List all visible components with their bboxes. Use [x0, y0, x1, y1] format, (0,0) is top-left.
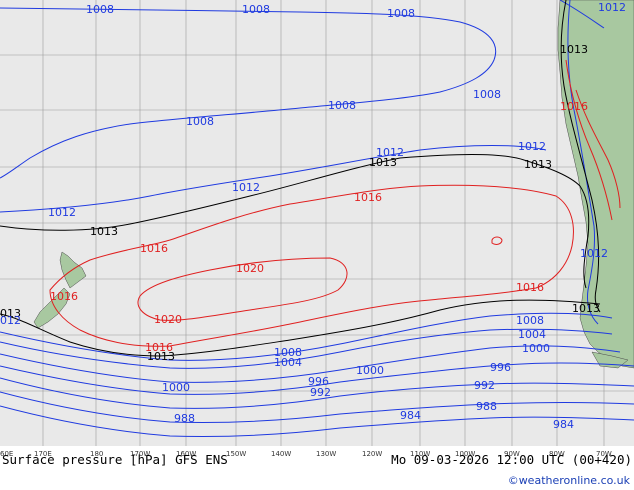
longitude-label: 100W — [455, 450, 475, 458]
isobar-1016-coast — [565, 59, 613, 221]
longitude-label: 170E — [34, 450, 52, 458]
longitude-label: 70W — [596, 450, 612, 458]
isobar-label: 996 — [490, 361, 511, 374]
isobar-label: 984 — [400, 409, 421, 422]
isobar-label: 1012 — [376, 146, 404, 159]
longitude-label: 150W — [226, 450, 246, 458]
graticule — [0, 0, 634, 446]
longitude-label: 80W — [549, 450, 565, 458]
isobar-label: 1013 — [369, 156, 397, 169]
isobar-label: 1016 — [354, 191, 382, 204]
isobar-label: 992 — [474, 379, 495, 392]
new-zealand-north-island — [59, 251, 87, 289]
isobar-label: 996 — [308, 375, 329, 388]
isobar-label: 1008 — [328, 99, 356, 112]
isobar-label: 1004 — [274, 356, 302, 369]
longitude-label: 120W — [362, 450, 382, 458]
isobar-label: 1008 — [186, 115, 214, 128]
isobar-1008-north — [0, 7, 497, 179]
isobar-label: 988 — [476, 400, 497, 413]
isobar-label: 1020 — [154, 313, 182, 326]
longitude-label: 110W — [410, 450, 430, 458]
isobar-label: 1013 — [572, 302, 600, 315]
longitude-label: 140W — [271, 450, 291, 458]
isobar-label: 1016 — [145, 341, 173, 354]
isobar-1020-small — [491, 236, 503, 245]
isobar-label: 1020 — [236, 262, 264, 275]
isobar-996 — [0, 362, 634, 395]
isobar-1004 — [0, 328, 613, 369]
copyright-link[interactable]: ©weatheronline.co.uk — [507, 474, 630, 487]
longitude-label: 130W — [316, 450, 336, 458]
isobar-label: 1016 — [516, 281, 544, 294]
isobar-label: 1012 — [48, 206, 76, 219]
isobar-label: 992 — [310, 386, 331, 399]
longitude-label: 170W — [130, 450, 150, 458]
longitude-labels: 60E 170E 180 170W 160W 150W 140W 130W 12… — [0, 450, 612, 458]
isobar-988 — [0, 391, 634, 424]
isobar-label: 1008 — [242, 3, 270, 16]
isobar-label: 1000 — [522, 342, 550, 355]
longitude-label: 160W — [176, 450, 196, 458]
isobar-label: 1000 — [162, 381, 190, 394]
longitude-label: 180 — [90, 450, 103, 458]
isobar-1013-south — [0, 299, 601, 357]
isobar-label: 1016 — [560, 100, 588, 113]
isobar-label: 1016 — [140, 242, 168, 255]
longitude-label: 60E — [0, 450, 13, 458]
isobar-1012-coast — [567, 0, 599, 325]
isobar-label: 1013 — [524, 158, 552, 171]
run-timestamp: Mo 09-03-2026 12:00 UTC (00+420) — [391, 452, 632, 467]
isobar-1016-ring — [49, 184, 574, 347]
longitude-label: 90W — [504, 450, 520, 458]
isobar-label: 1012 — [598, 1, 626, 14]
isobar-1008-south — [0, 312, 613, 361]
isobar-label: 984 — [553, 418, 574, 431]
isobar-label: 988 — [174, 412, 195, 425]
isobar-1020-ring — [137, 257, 348, 321]
isobar-label: 1013 — [147, 350, 175, 363]
isobar-label: 1016 — [50, 290, 78, 303]
isobar-1016-coast-inner — [575, 89, 621, 209]
isobar-label: 1013 — [90, 225, 118, 238]
isobar-label: 1012 — [232, 181, 260, 194]
isobar-992 — [0, 377, 634, 409]
isobar-label: 1004 — [518, 328, 546, 341]
isobar-1000 — [0, 345, 621, 383]
isobar-1013-coast — [560, 0, 601, 313]
isobar-labels: 1008 1008 1008 1012 1008 1008 1008 1013 … — [0, 1, 626, 431]
isobars — [0, 0, 634, 438]
isobar-label: 1012 — [518, 140, 546, 153]
isobar-1012-north — [0, 145, 547, 213]
isobar-1008-east — [559, 0, 605, 29]
isobar-label: 012 — [0, 314, 21, 327]
isobar-label: 1013 — [560, 43, 588, 56]
isobar-label: 1012 — [580, 247, 608, 260]
isobar-label: 1008 — [274, 346, 302, 359]
map-caption: Surface pressure [hPa] GFS ENS — [2, 452, 228, 467]
isobar-label: 1008 — [516, 314, 544, 327]
isobar-label: 1008 — [86, 3, 114, 16]
isobar-label: 1000 — [356, 364, 384, 377]
isobar-984 — [0, 405, 634, 438]
isobar-label: 1008 — [473, 88, 501, 101]
isobar-1013-north — [0, 154, 590, 289]
isobar-label: 013 — [0, 307, 21, 320]
isobar-label: 1008 — [387, 7, 415, 20]
